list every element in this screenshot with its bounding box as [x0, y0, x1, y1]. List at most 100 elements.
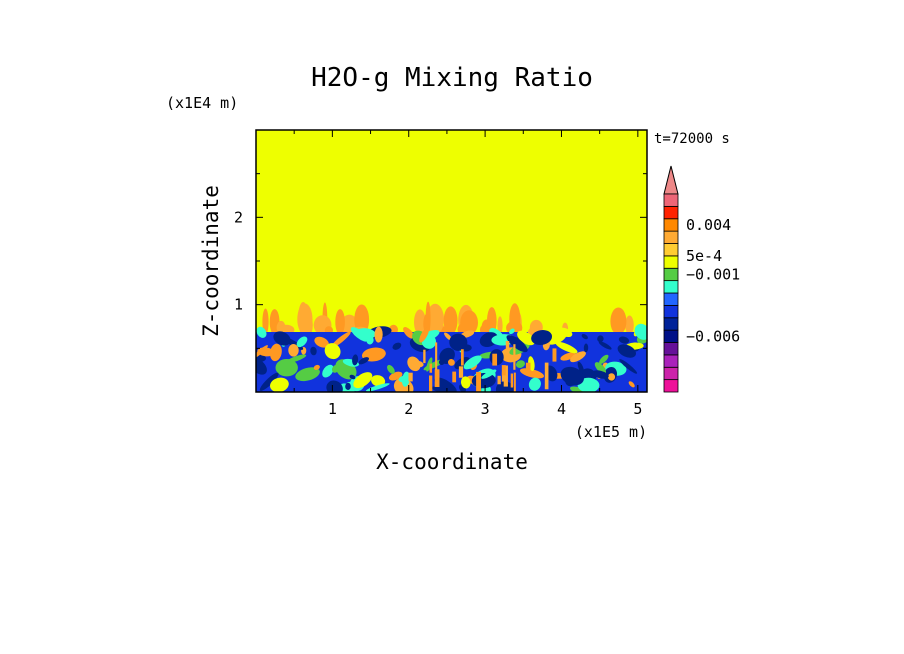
turbulent-cell [371, 375, 386, 387]
turbulent-cell [607, 373, 616, 381]
turbulent-cell [570, 351, 586, 363]
updraft-streak [429, 375, 433, 392]
updraft-streak [461, 349, 464, 366]
turbulent-cell [330, 331, 351, 349]
turbulent-cell [463, 355, 482, 370]
x-tick-label: 3 [481, 400, 490, 418]
turbulent-cell [599, 354, 609, 364]
turbulent-cell [313, 364, 320, 370]
turbulent-cell [581, 334, 588, 340]
turbulent-cell [577, 361, 584, 374]
y-axis-label: Z-coordinate [199, 185, 223, 337]
updraft-streak [503, 365, 508, 387]
updraft-streak [525, 362, 531, 376]
turbulent-cell [295, 367, 320, 382]
y-tick-label: 2 [234, 208, 243, 226]
turbulent-cell [296, 336, 308, 348]
colorbar: 0.004 5e-4−0.001 −0.006 [663, 165, 740, 393]
turbulent-cell [310, 346, 317, 356]
turbulent-cell [419, 327, 429, 343]
plume-cell [610, 307, 627, 335]
chart-title: H2O-g Mixing Ratio [311, 63, 593, 93]
plume-cell [262, 308, 269, 335]
turbulent-cell [628, 381, 635, 388]
turbulent-cell [481, 369, 497, 379]
turbulent-cell [560, 352, 577, 361]
turbulent-cell [509, 328, 515, 335]
y-tick-label: 1 [234, 296, 243, 314]
time-label: t=72000 s [654, 131, 730, 147]
turbulent-cell [434, 377, 457, 392]
updraft-streak [501, 365, 506, 376]
colorbar-label: 0.004 [686, 216, 731, 234]
updraft-streak [434, 369, 440, 387]
turbulent-cell [591, 370, 609, 379]
turbulent-cell [256, 326, 267, 338]
updraft-streak [552, 348, 557, 362]
colorbar-extend-arrow [663, 165, 679, 195]
turbulent-cell [353, 372, 373, 389]
turbulent-cell [431, 386, 455, 392]
turbulent-cell [374, 326, 383, 343]
plot-area [256, 130, 647, 392]
turbulent-cell [598, 341, 612, 350]
updraft-streak [476, 371, 482, 392]
colorbar-level [663, 379, 679, 393]
updraft-streak [452, 371, 457, 383]
turbulent-cell [619, 359, 638, 374]
colorbar-level [663, 329, 679, 343]
updraft-streak [429, 363, 433, 373]
turbulent-cell [426, 357, 433, 372]
turbulent-cell [570, 386, 590, 392]
updraft-streak [510, 373, 514, 388]
turbulent-cell [479, 332, 499, 348]
turbulent-cell [259, 372, 279, 391]
x-tick-label: 5 [633, 400, 642, 418]
turbulent-cell [270, 377, 289, 392]
y-scale-label: (x1E4 m) [166, 94, 238, 112]
turbulent-cell [516, 360, 525, 368]
plume-cell [460, 310, 478, 335]
colorbar-level [663, 304, 679, 319]
turbulent-cell [460, 376, 471, 389]
colorbar-label: 5e-4 [686, 247, 722, 265]
turbulent-cell [256, 357, 267, 375]
turbulent-cell [558, 327, 573, 338]
turbulent-cell [407, 356, 421, 372]
plume-cell [509, 303, 521, 335]
colorbar-level [663, 342, 679, 356]
turbulent-cell [349, 374, 356, 380]
x-axis-ticks: 1 2 3 4 5 [293, 130, 642, 418]
updraft-streak [513, 344, 516, 370]
colorbar-level [663, 317, 679, 331]
colorbar-level [663, 205, 679, 220]
colorbar-level [663, 280, 679, 294]
colorbar-label: −0.001 [686, 265, 740, 283]
turbulent-cell [560, 366, 584, 386]
turbulent-cell [358, 357, 369, 365]
turbulent-cell [495, 381, 515, 392]
x-tick-label: 1 [328, 400, 337, 418]
plume-cell [497, 316, 503, 335]
turbulent-cell [273, 331, 291, 346]
x-tick-label: 2 [404, 400, 413, 418]
turbulent-cell [597, 335, 604, 343]
turbulent-cell [531, 329, 553, 346]
x-tick-label: 4 [557, 400, 566, 418]
turbulent-cell [495, 336, 502, 343]
turbulent-cell [594, 362, 606, 374]
y-axis-ticks: 12 [234, 173, 647, 349]
colorbar-level [663, 230, 679, 244]
turbulent-cell [322, 364, 334, 378]
x-scale-label: (x1E5 m) [575, 423, 647, 441]
turbulent-cell [438, 359, 445, 366]
turbulent-cell [331, 364, 340, 373]
turbulent-cell [618, 336, 630, 344]
updraft-streak [423, 349, 426, 364]
colorbar-level [663, 267, 679, 282]
turbulent-cell [634, 323, 647, 340]
updraft-streak [458, 366, 464, 378]
turbulent-cell [288, 344, 299, 357]
turbulent-cell [275, 359, 298, 377]
plume-cell [443, 306, 458, 335]
